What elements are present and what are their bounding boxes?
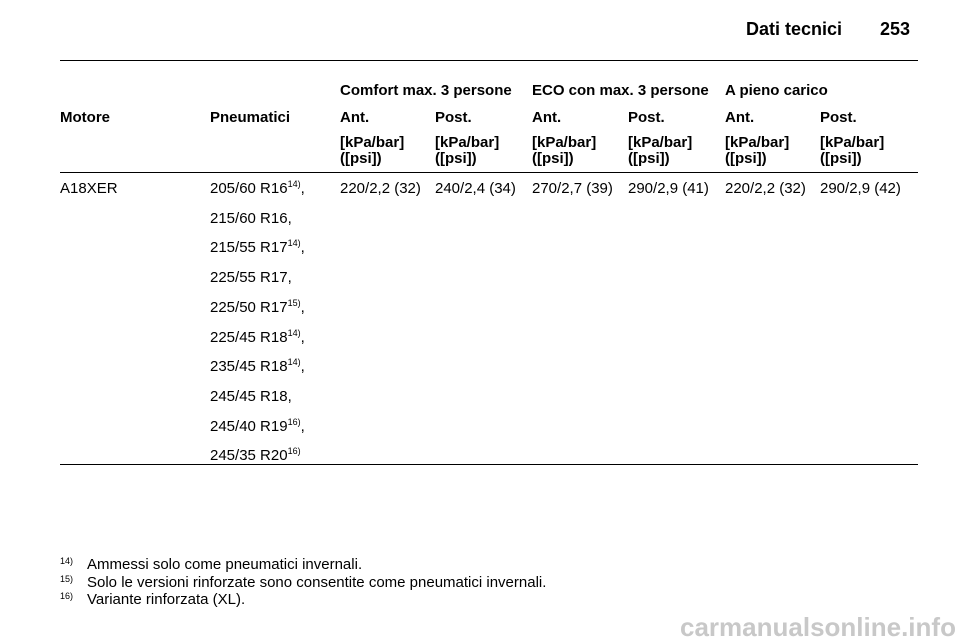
punctuation: , xyxy=(300,358,305,376)
column-header: Post. xyxy=(628,109,665,126)
column-header: Ant. xyxy=(532,109,562,126)
pressure: 220/2,2 (32) xyxy=(725,180,806,197)
column-header: Post. xyxy=(435,109,472,126)
tyre-size: 225/50 R17 xyxy=(210,298,288,316)
tyre: 215/55 R1714), xyxy=(210,238,305,257)
unit: ([psi]) xyxy=(628,150,670,167)
unit: [kPa/bar] xyxy=(628,134,693,151)
punctuation: , xyxy=(300,180,305,197)
punctuation: , xyxy=(300,417,305,435)
unit: ([psi]) xyxy=(340,150,382,167)
column-header: Motore xyxy=(60,109,110,126)
punctuation: , xyxy=(300,239,305,257)
tyre-size: 245/45 R18, xyxy=(210,387,292,405)
group-header: A pieno carico xyxy=(725,82,828,99)
tyre: 245/45 R18, xyxy=(210,388,292,405)
rule xyxy=(60,172,918,173)
unit: [kPa/bar] xyxy=(435,134,500,151)
column-header: Pneumatici xyxy=(210,109,291,126)
punctuation: , xyxy=(300,328,305,346)
footnote-ref: 16) xyxy=(287,416,301,427)
footnote-ref: 14) xyxy=(287,357,301,368)
footnote-text: Ammessi solo come pneumatici invernali. xyxy=(87,556,363,573)
footnote-mark: 16) xyxy=(60,591,74,601)
unit: ([psi]) xyxy=(725,150,767,167)
tyre-size: 245/40 R19 xyxy=(210,417,288,435)
rule xyxy=(60,464,918,465)
tyre: 245/40 R1916), xyxy=(210,416,305,435)
tyre: 245/35 R2016) xyxy=(210,446,301,465)
footnote-text: Solo le versioni rinforzate sono consent… xyxy=(87,573,547,591)
engine: A18XER xyxy=(60,180,118,197)
group-header: Comfort max. 3 persone xyxy=(340,82,512,99)
tyre: 235/45 R1814), xyxy=(210,357,305,376)
footnote-mark: 15) xyxy=(60,573,74,584)
header-title: Dati tecnici xyxy=(746,19,843,39)
tyre-size: 225/45 R18 xyxy=(210,328,288,346)
tyre-size: 215/60 R16, xyxy=(210,209,292,227)
footnote-ref: 14) xyxy=(287,238,301,249)
unit: [kPa/bar] xyxy=(725,134,790,151)
tyre-size: 245/35 R20 xyxy=(210,447,288,465)
unit: [kPa/bar] xyxy=(532,134,597,151)
pressure: 290/2,9 (42) xyxy=(820,180,901,197)
footnote-ref: 14) xyxy=(287,327,301,338)
tyre-size: 205/60 R16 xyxy=(210,180,288,197)
column-header: Post. xyxy=(820,109,857,126)
column-header: Ant. xyxy=(340,109,370,126)
tyre: 205/60 R1614), xyxy=(210,179,305,198)
footnote-ref: 14) xyxy=(287,179,301,189)
unit: [kPa/bar] xyxy=(820,134,885,151)
column-header: Ant. xyxy=(725,109,755,126)
pressure: 270/2,7 (39) xyxy=(532,180,613,197)
footnote-ref: 15) xyxy=(287,297,301,308)
rule xyxy=(60,60,918,61)
footnote-text: Variante rinforzata (XL). xyxy=(87,591,246,608)
tyre-size: 225/55 R17, xyxy=(210,269,292,287)
page-number: 253 xyxy=(880,19,911,39)
watermark: carmanualsonline.info xyxy=(680,612,956,642)
tyre: 215/60 R16, xyxy=(210,210,292,227)
pressure: 240/2,4 (34) xyxy=(435,180,516,197)
unit: ([psi]) xyxy=(820,150,862,167)
punctuation: , xyxy=(300,298,305,316)
tyre: 225/55 R17, xyxy=(210,269,292,286)
footnote-mark: 14) xyxy=(60,556,74,566)
group-header: ECO con max. 3 persone xyxy=(532,82,709,99)
tyre-size: 235/45 R18 xyxy=(210,358,288,376)
pressure: 220/2,2 (32) xyxy=(340,180,421,197)
pressure: 290/2,9 (41) xyxy=(628,180,709,197)
tyre: 225/45 R1814), xyxy=(210,327,305,346)
unit: ([psi]) xyxy=(532,150,574,167)
footnote-ref: 16) xyxy=(287,446,301,457)
unit: ([psi]) xyxy=(435,150,477,167)
unit: [kPa/bar] xyxy=(340,134,405,151)
tyre-size: 215/55 R17 xyxy=(210,239,288,257)
tyre: 225/50 R1715), xyxy=(210,297,305,316)
